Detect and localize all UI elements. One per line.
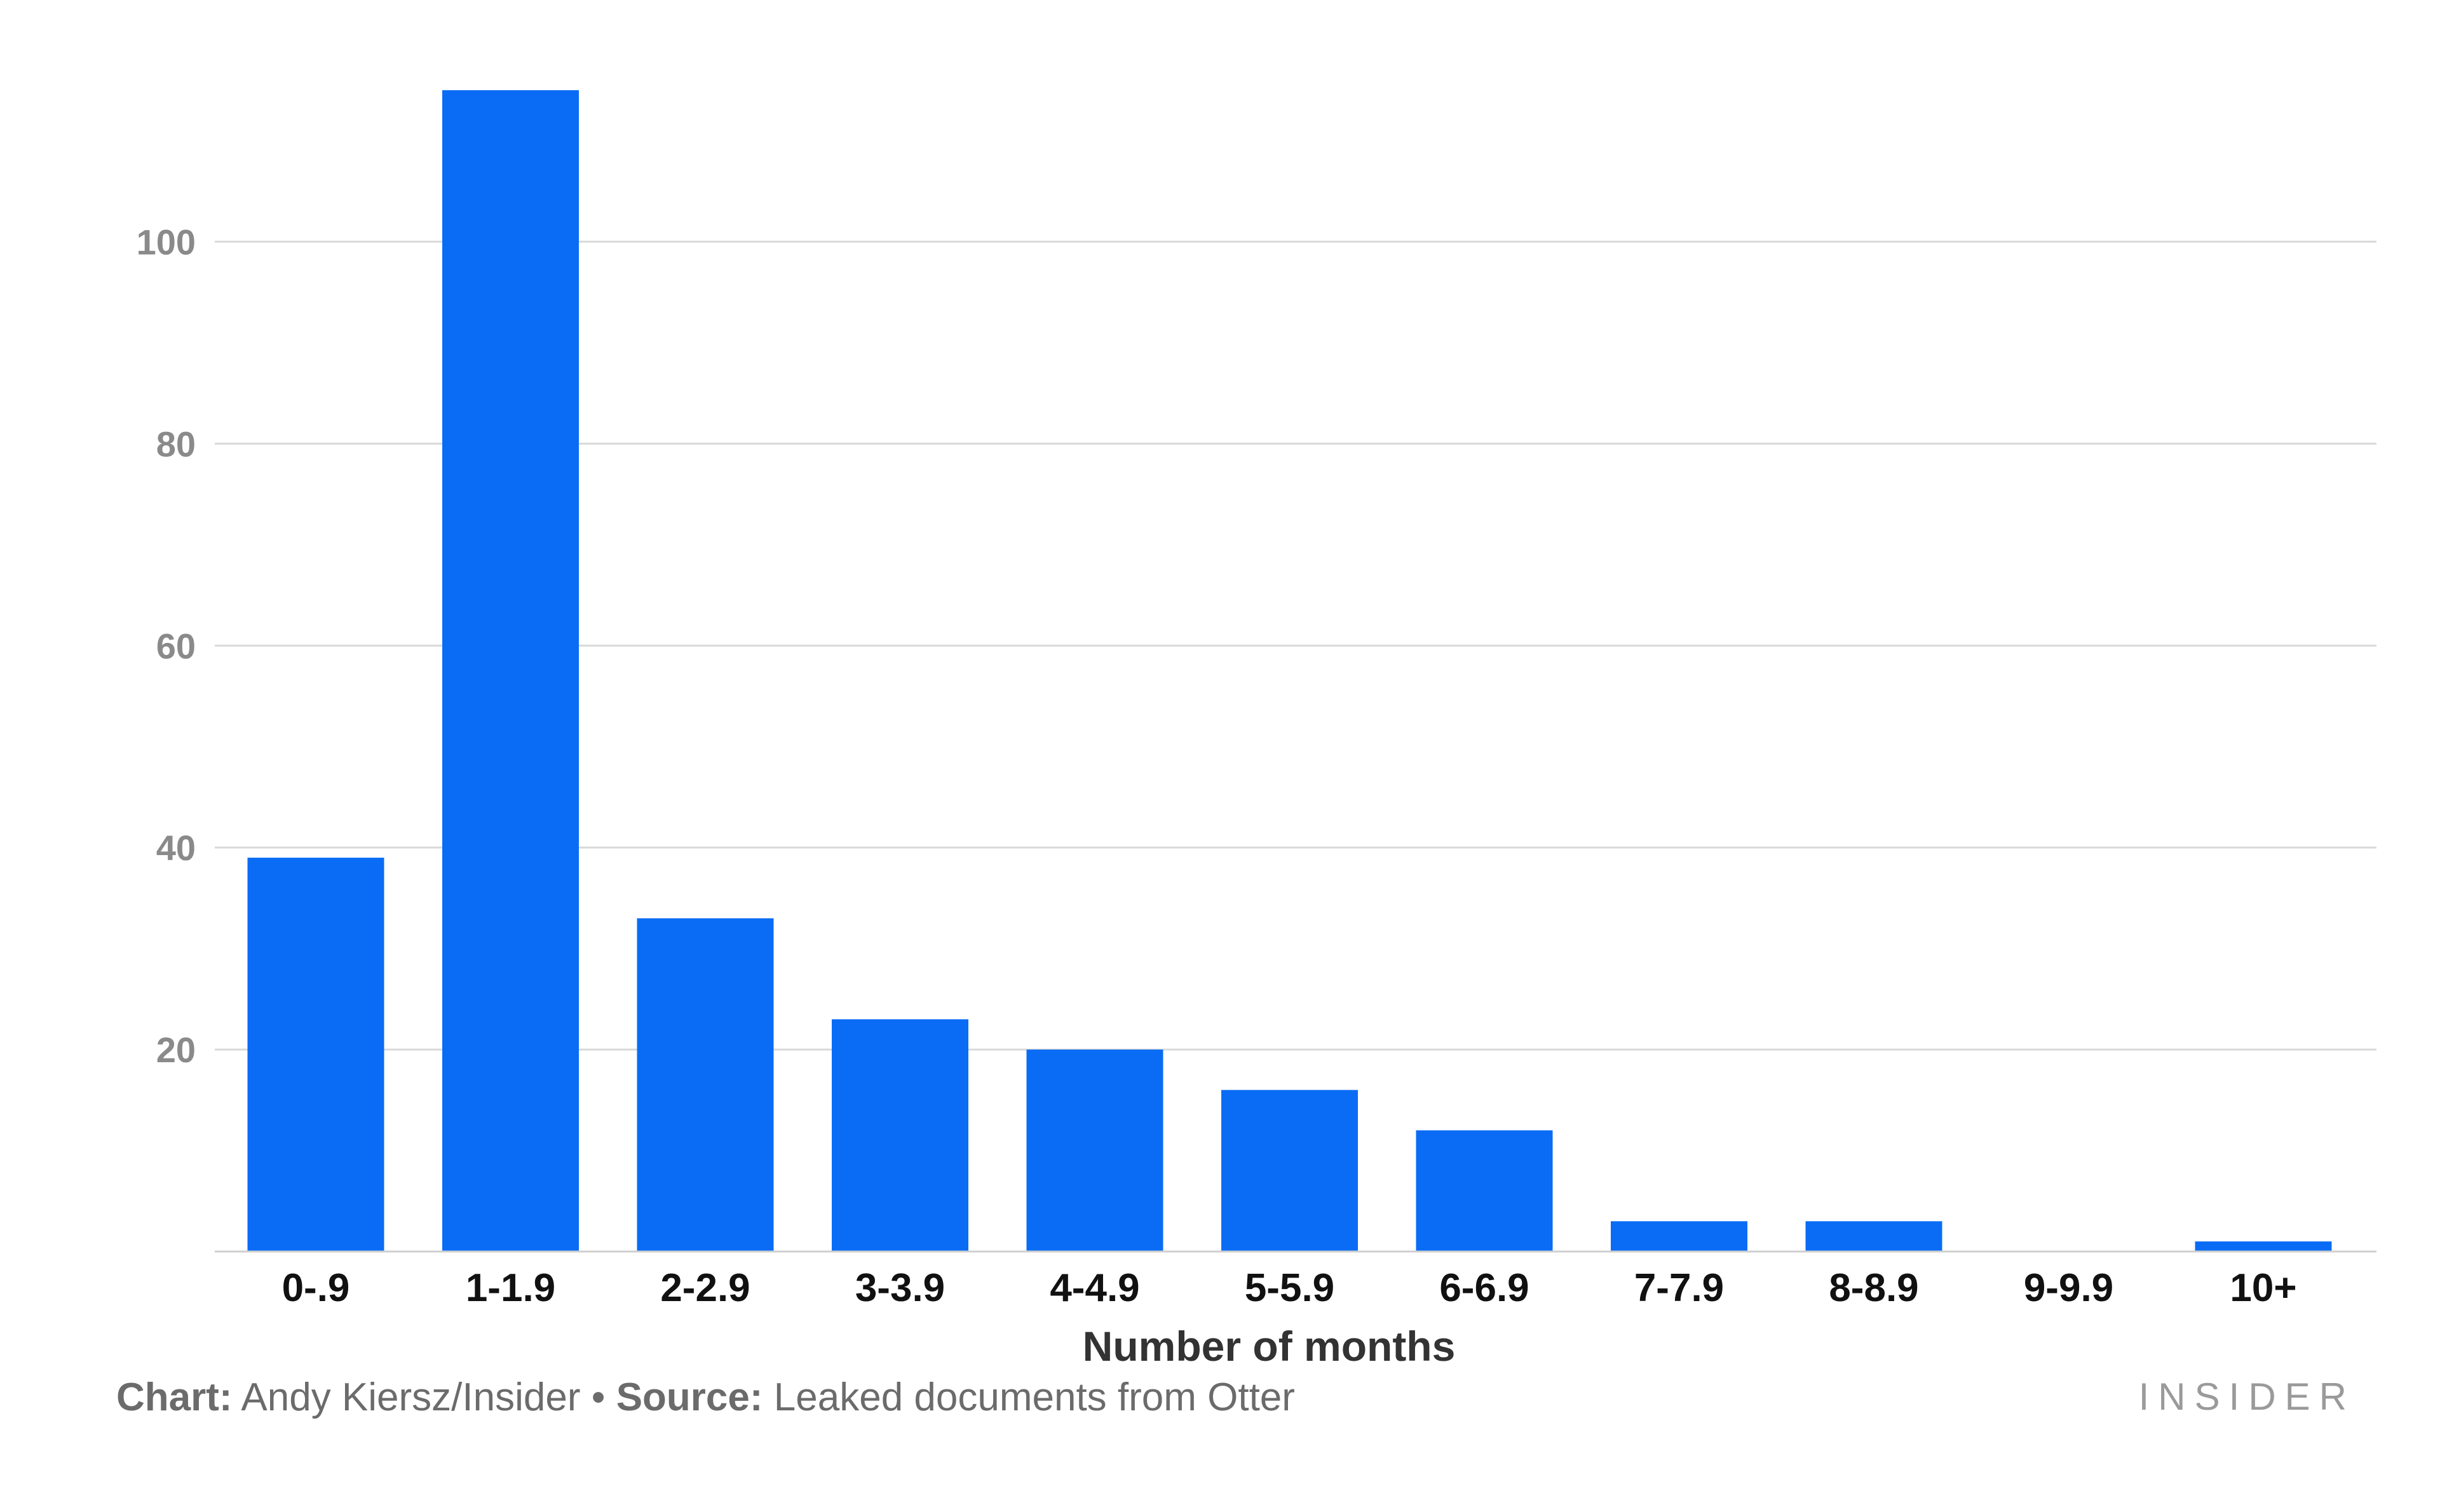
bar-3-3.9	[832, 1019, 968, 1252]
bar-6-6.9	[1416, 1130, 1553, 1252]
insider-logo: INSIDER	[2138, 1375, 2355, 1418]
bar-0-.9	[247, 858, 384, 1252]
x-tick-label: 6-6.9	[1439, 1266, 1529, 1310]
bar-2-2.9	[637, 918, 774, 1252]
x-axis-ticks: 0-.9 1-1.9 2-2.9 3-3.9 4-4.9 5-5.9 6-6.9 7-7.9 8…	[282, 1266, 2297, 1310]
x-axis-label: Number of months	[1083, 1323, 1456, 1370]
bar-5-5.9	[1221, 1090, 1358, 1252]
source-value: Leaked documents from Otter	[773, 1375, 1295, 1419]
x-tick-label: 7-7.9	[1634, 1266, 1724, 1310]
x-tick-label: 10+	[2230, 1266, 2296, 1310]
x-tick-label: 1-1.9	[466, 1266, 555, 1310]
y-tick-label: 20	[156, 1030, 196, 1070]
x-tick-label: 9-9.9	[2024, 1266, 2113, 1310]
y-tick-label: 40	[156, 828, 196, 868]
bar-8-8.9	[1805, 1221, 1942, 1252]
x-tick-label: 3-3.9	[855, 1266, 945, 1310]
bar-1-1.9	[442, 90, 579, 1252]
chart-credit-value: Andy Kiersz/Insider	[241, 1375, 581, 1419]
x-tick-label: 8-8.9	[1829, 1266, 1918, 1310]
y-axis-ticks: 20 40 60 80 100	[137, 222, 196, 1070]
chart-footer: Chart: Andy Kiersz/Insider • Source: Lea…	[116, 1375, 1295, 1420]
source-label: Source:	[616, 1375, 763, 1419]
footer-separator: •	[591, 1375, 606, 1419]
bar-10+	[2195, 1241, 2332, 1252]
y-tick-label: 100	[137, 222, 196, 262]
x-tick-label: 2-2.9	[660, 1266, 750, 1310]
x-tick-label: 5-5.9	[1245, 1266, 1334, 1310]
x-tick-label: 0-.9	[282, 1266, 350, 1310]
x-tick-label: 4-4.9	[1050, 1266, 1139, 1310]
y-tick-label: 80	[156, 424, 196, 464]
chart-credit-label: Chart:	[116, 1375, 233, 1419]
bars	[247, 90, 2332, 1252]
y-tick-label: 60	[156, 626, 196, 666]
bar-7-7.9	[1611, 1221, 1747, 1252]
bar-4-4.9	[1026, 1050, 1163, 1252]
